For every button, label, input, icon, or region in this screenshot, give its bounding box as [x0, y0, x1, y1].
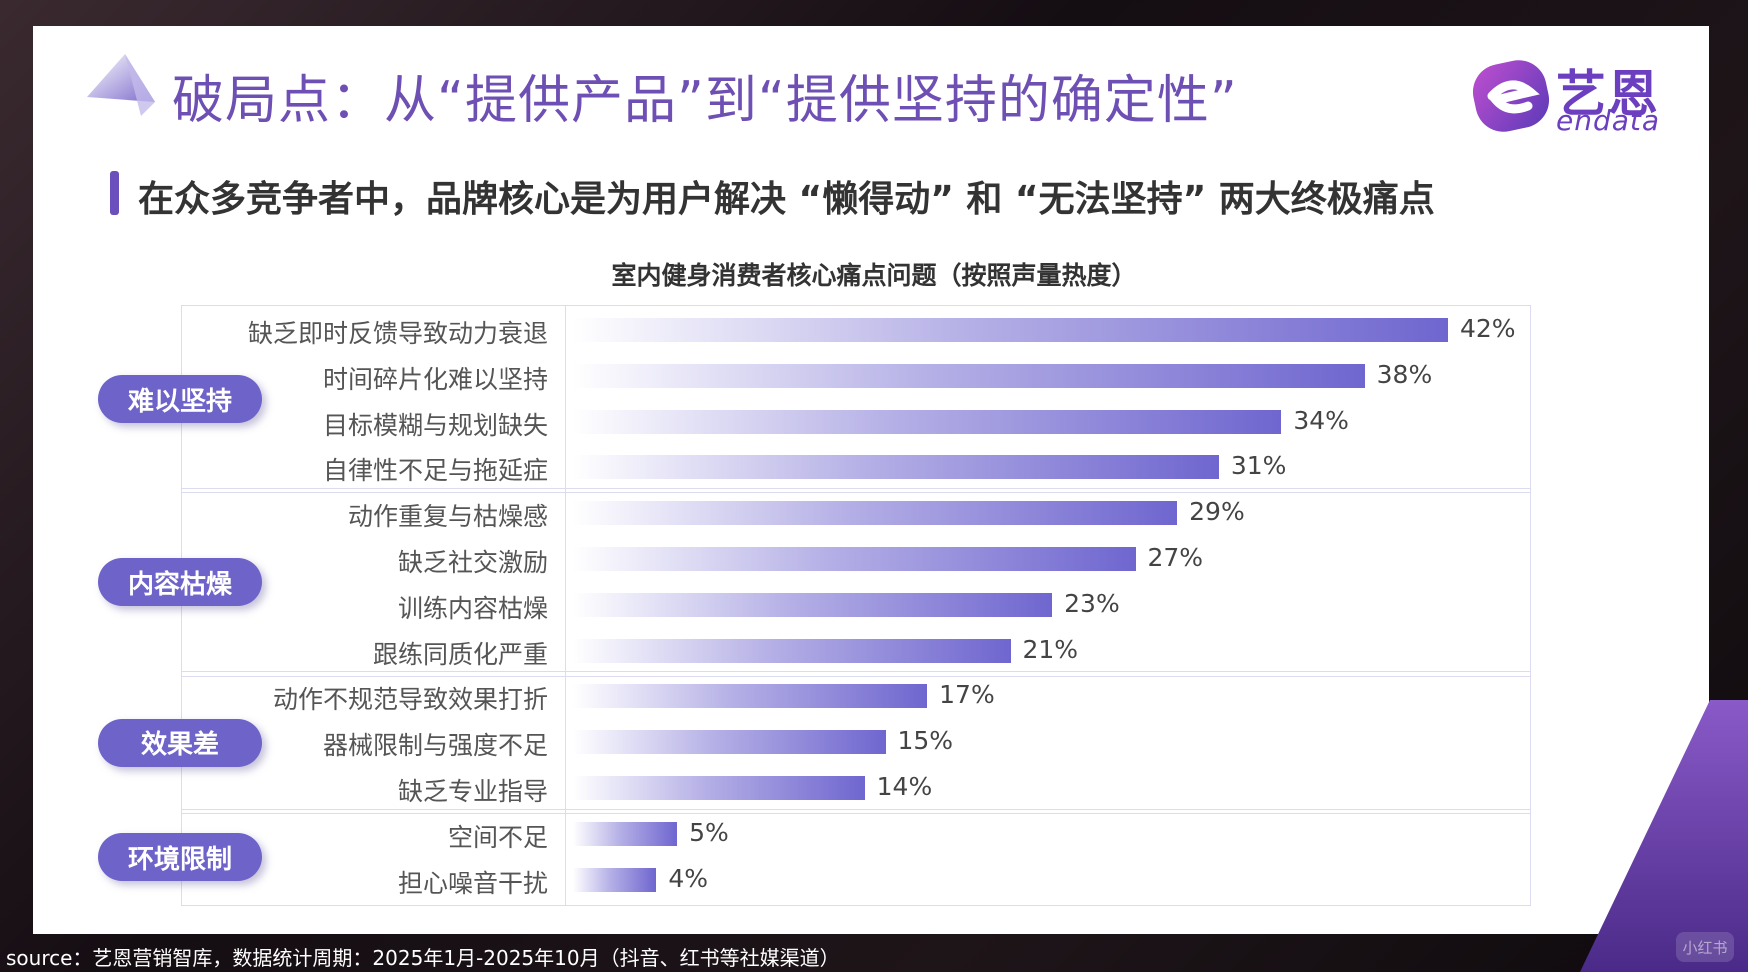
chart-title: 室内健身消费者核心痛点问题（按照声量热度） [611, 261, 1137, 290]
group-divider [565, 488, 566, 677]
logo-text-cn: 艺恩 [1556, 65, 1660, 123]
category-label: 训练内容枯燥 [397, 593, 548, 623]
category-label: 缺乏即时反馈导致动力衰退 [247, 319, 548, 348]
group-label: 内容枯燥 [98, 558, 262, 607]
bar [573, 547, 1136, 571]
bar [573, 821, 678, 846]
category-label: 动作重复与枯燥感 [347, 502, 548, 532]
category-label: 空间不足 [447, 822, 548, 852]
group-box [181, 808, 1531, 906]
data-label: 42% [1460, 314, 1516, 343]
subtitle: 在众多竞争者中，品牌核心是为用户解决 “懒得动” 和 “无法坚持” 两大终极痛点 [138, 179, 1435, 220]
category-label: 时间碎片化难以坚持 [322, 364, 548, 394]
category-label: 担心噪音干扰 [397, 868, 548, 898]
bar [573, 776, 865, 800]
triangle-decoration-icon [87, 54, 155, 116]
bar [573, 455, 1219, 480]
group-divider [565, 671, 566, 814]
bar [573, 638, 1011, 663]
group-label: 效果差 [98, 718, 262, 767]
data-label: 4% [668, 863, 708, 893]
bar [573, 409, 1282, 434]
watermark: 小红书 [1676, 932, 1734, 962]
bar [573, 501, 1178, 526]
bar [573, 867, 657, 892]
data-label: 23% [1064, 588, 1120, 618]
data-label: 15% [897, 726, 954, 756]
bar [573, 684, 928, 709]
subtitle-accent-bar [110, 171, 119, 215]
group-label: 环境限制 [98, 833, 262, 882]
category-label: 缺乏社交激励 [397, 548, 548, 577]
data-label: 21% [1022, 634, 1079, 664]
data-label: 34% [1293, 405, 1349, 435]
group-divider [565, 808, 566, 906]
data-label: 17% [939, 680, 995, 710]
data-label: 29% [1189, 497, 1245, 527]
data-label: 38% [1376, 359, 1433, 389]
category-label: 自律性不足与拖延症 [322, 456, 548, 486]
endata-logo-icon [1472, 60, 1550, 132]
corner-decoration [1580, 700, 1748, 972]
logo-text-en: endata [1556, 104, 1661, 137]
group-divider [565, 305, 566, 494]
category-label: 器械限制与强度不足 [322, 731, 548, 761]
bar [573, 730, 886, 755]
bar [573, 363, 1365, 388]
category-label: 跟练同质化严重 [372, 639, 548, 669]
bar [573, 592, 1053, 617]
source-note: source：艺恩营销智库，数据统计周期：2025年1月-2025年10月（抖音… [6, 946, 840, 970]
page-title: 破局点：从“提供产品”到“提供坚持的确定性” [172, 71, 1238, 131]
data-label: 31% [1230, 451, 1287, 481]
category-label: 缺乏专业指导 [397, 777, 548, 806]
group-label: 难以坚持 [98, 375, 262, 424]
category-label: 目标模糊与规划缺失 [322, 410, 548, 440]
data-label: 5% [689, 817, 729, 847]
slide [33, 26, 1709, 934]
data-label: 27% [1147, 543, 1204, 572]
data-label: 14% [876, 772, 933, 801]
bar [573, 318, 1448, 342]
category-label: 动作不规范导致效果打折 [272, 685, 548, 715]
